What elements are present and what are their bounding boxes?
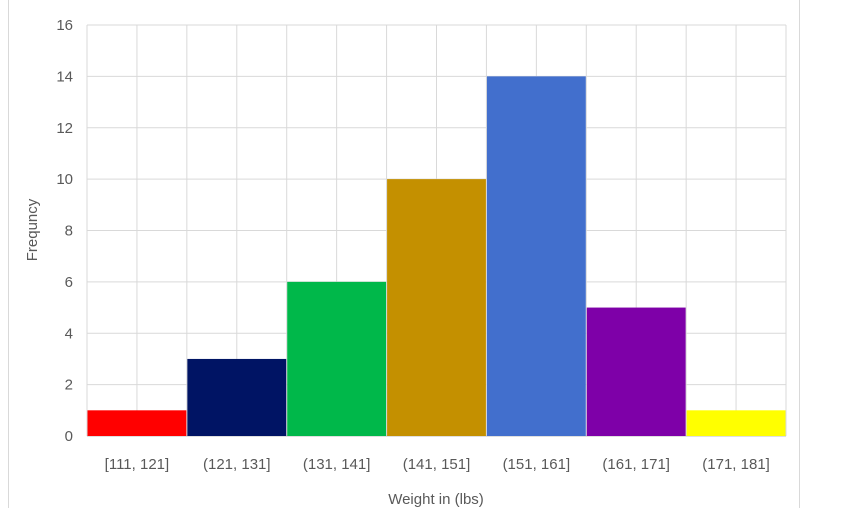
x-tick-label: (121, 131] bbox=[203, 456, 271, 473]
bar bbox=[287, 281, 387, 436]
y-tick-label: 12 bbox=[56, 120, 73, 137]
x-tick-labels: [111, 121] (121, 131] (131, 141] (141, 151]… bbox=[105, 456, 770, 473]
bar bbox=[187, 358, 287, 436]
y-tick-label: 14 bbox=[56, 68, 73, 85]
x-tick-label: (141, 151] bbox=[403, 456, 471, 473]
x-tick-label: (151, 161] bbox=[503, 456, 571, 473]
bar bbox=[87, 410, 187, 436]
bars-group bbox=[87, 76, 786, 436]
y-tick-label: 0 bbox=[65, 428, 73, 445]
bar bbox=[686, 410, 786, 436]
y-tick-label: 10 bbox=[56, 171, 73, 188]
x-tick-label: [111, 121] bbox=[105, 456, 170, 473]
bar bbox=[486, 76, 586, 436]
y-tick-label: 16 bbox=[56, 17, 73, 34]
x-tick-label: (161, 171] bbox=[602, 456, 670, 473]
bar bbox=[586, 307, 686, 436]
x-tick-label: (171, 181] bbox=[702, 456, 770, 473]
y-tick-labels: 0 2 4 6 8 10 12 14 16 bbox=[56, 17, 73, 445]
y-axis-title: Frequncy bbox=[24, 198, 41, 261]
bar bbox=[387, 179, 486, 436]
x-tick-label: (131, 141] bbox=[303, 456, 371, 473]
y-tick-label: 2 bbox=[65, 377, 73, 394]
y-tick-label: 8 bbox=[65, 223, 73, 240]
y-tick-label: 4 bbox=[65, 325, 73, 342]
x-axis-title: Weight in (lbs) bbox=[388, 491, 484, 508]
y-tick-label: 6 bbox=[65, 274, 73, 291]
